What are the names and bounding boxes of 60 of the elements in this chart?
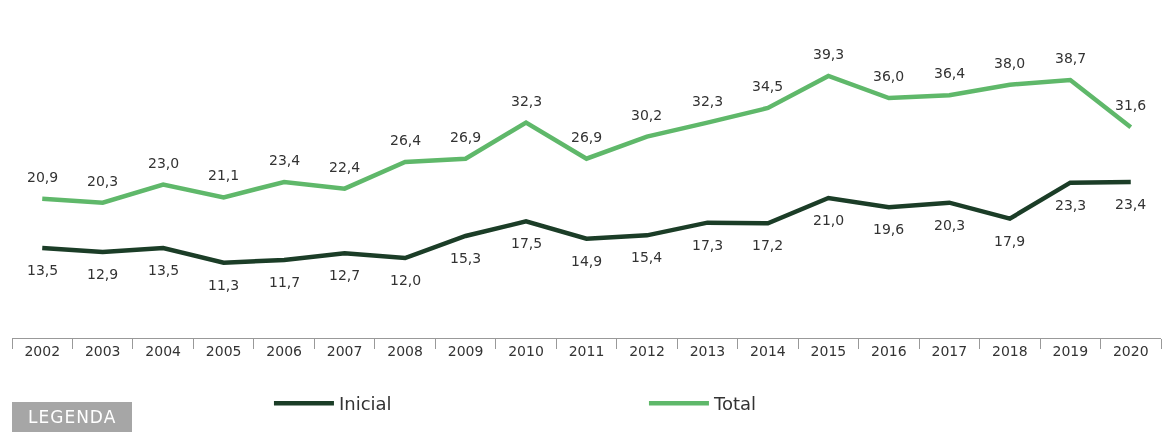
data-label: 13,5 [148, 262, 180, 278]
data-label: 36,4 [934, 65, 966, 81]
data-label: 23,4 [1115, 196, 1147, 212]
data-label: 17,3 [692, 237, 724, 253]
x-tick-label: 2019 [1052, 342, 1089, 359]
x-tick-label: 2007 [326, 342, 363, 359]
data-label: 26,9 [450, 129, 482, 145]
x-tick-label: 2015 [810, 342, 847, 359]
x-tick-label: 2006 [266, 342, 303, 359]
legend-title: LEGENDA [12, 402, 133, 432]
data-label: 12,0 [390, 272, 422, 288]
data-label: 23,0 [148, 155, 180, 171]
data-label: 15,4 [631, 249, 663, 265]
data-label: 13,5 [27, 262, 59, 278]
x-tick-label: 2014 [750, 342, 786, 359]
data-label: 21,1 [208, 167, 240, 183]
x-tick-label: 2020 [1112, 342, 1149, 359]
data-label: 17,2 [752, 237, 784, 253]
x-tick-label: 2013 [689, 342, 726, 359]
x-tick-label: 2011 [568, 342, 605, 359]
data-label: 32,3 [511, 93, 543, 109]
data-label: 36,0 [873, 68, 905, 84]
data-label: 21,0 [813, 212, 845, 228]
legend-label: Total [712, 393, 756, 415]
data-label: 30,2 [631, 107, 663, 123]
data-label: 14,9 [571, 253, 603, 269]
data-label: 26,9 [571, 129, 603, 145]
data-label: 34,5 [752, 78, 784, 94]
x-tick-label: 2012 [629, 342, 665, 359]
data-label: 23,4 [269, 152, 301, 168]
x-tick-label: 2003 [84, 342, 121, 359]
x-tick-label: 2017 [931, 342, 968, 359]
data-label: 17,9 [994, 233, 1026, 249]
x-tick-label: 2008 [387, 342, 423, 359]
data-label: 20,9 [27, 169, 59, 185]
data-label: 22,4 [329, 159, 361, 175]
data-label: 39,3 [813, 46, 845, 62]
data-label: 11,7 [269, 274, 301, 290]
x-tick-label: 2004 [145, 342, 182, 359]
x-tick-label: 2018 [992, 342, 1028, 359]
data-label: 19,6 [873, 221, 905, 237]
x-tick-label: 2010 [508, 342, 544, 359]
x-tick-label: 2009 [447, 342, 484, 359]
data-label: 15,3 [450, 250, 482, 266]
legend-label: Inicial [338, 393, 392, 415]
x-tick-label: 2016 [871, 342, 907, 359]
x-tick-label: 2005 [205, 342, 242, 359]
data-label: 26,4 [390, 132, 422, 148]
data-label: 12,7 [329, 267, 361, 283]
data-label: 20,3 [87, 173, 119, 189]
data-label: 12,9 [87, 266, 119, 282]
data-label: 11,3 [208, 277, 240, 293]
data-label: 38,7 [1055, 50, 1087, 66]
x-tick-label: 2002 [24, 342, 61, 359]
data-label: 20,3 [934, 217, 966, 233]
data-label: 32,3 [692, 93, 724, 109]
data-label: 23,3 [1055, 197, 1087, 213]
data-label: 31,6 [1115, 97, 1147, 113]
data-label: 38,0 [994, 55, 1026, 71]
data-label: 17,5 [511, 235, 543, 251]
